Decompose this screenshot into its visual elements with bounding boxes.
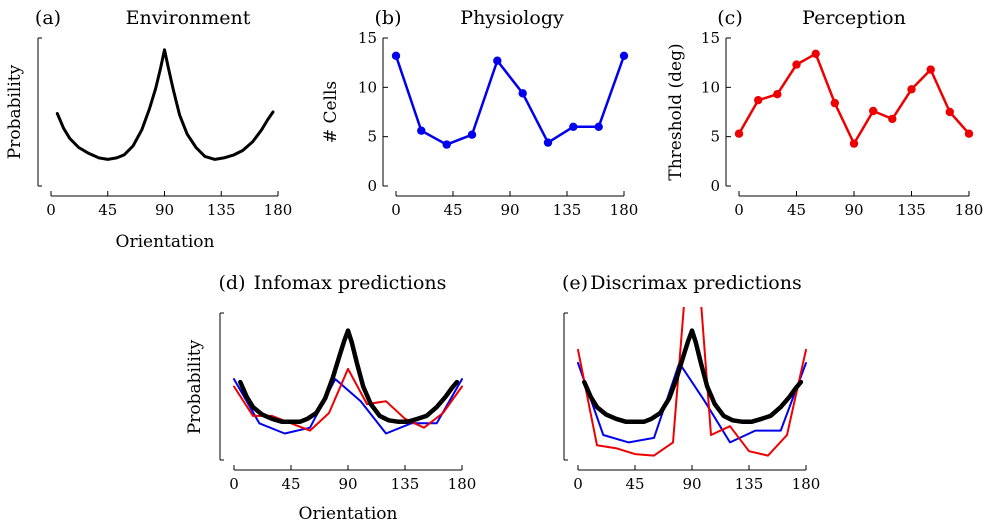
- x-tick-label: 135: [391, 475, 420, 493]
- panel-d: (d) Infomax predictions 0 45 90 135 180 Orienta…: [185, 272, 476, 524]
- data-point: [964, 129, 974, 138]
- panel-title: Environment: [126, 7, 251, 29]
- x-tick-label: 135: [207, 201, 236, 219]
- series-group: [55, 48, 275, 161]
- data-point: [467, 130, 477, 139]
- x-tick-label: 0: [573, 475, 583, 493]
- y-tick-label: 10: [701, 78, 720, 96]
- x-tick-label: 135: [897, 201, 926, 219]
- data-point: [619, 51, 629, 60]
- x-axis-label: Orientation: [116, 232, 215, 252]
- data-point: [811, 49, 820, 58]
- x-tick-label: 180: [264, 201, 293, 219]
- series-line: [238, 328, 460, 425]
- x-axis-label: Orientation: [299, 504, 398, 524]
- y-tick-label: 15: [358, 29, 377, 47]
- x-tick-label: 135: [735, 475, 764, 493]
- data-point: [594, 122, 603, 131]
- series-line: [737, 52, 971, 145]
- x-tick-label: 45: [787, 201, 806, 219]
- x-tick-label: 180: [955, 201, 984, 219]
- series-line: [582, 328, 804, 425]
- data-point: [493, 56, 502, 65]
- series-line: [394, 54, 626, 146]
- series-line: [577, 307, 807, 457]
- data-point: [569, 122, 578, 131]
- panel-title: Perception: [802, 7, 906, 29]
- data-point: [543, 138, 553, 147]
- y-tick-label: 10: [358, 78, 377, 96]
- panel-title: Physiology: [460, 7, 564, 29]
- y-tick-label: 0: [367, 177, 377, 195]
- data-point: [869, 106, 878, 116]
- data-point: [391, 51, 401, 60]
- data-point: [734, 129, 744, 138]
- data-point: [907, 85, 916, 94]
- x-tick-label: 45: [625, 475, 644, 493]
- y-tick-label: 0: [710, 177, 720, 195]
- data-point: [417, 126, 426, 135]
- x-tick-label: 180: [792, 475, 821, 493]
- series-line: [55, 48, 275, 161]
- x-tick-label: 90: [844, 201, 863, 219]
- data-point: [773, 90, 782, 99]
- series-group: [577, 307, 807, 457]
- x-tick-label: 90: [338, 475, 357, 493]
- series-group: [734, 49, 974, 148]
- panel-label: (d): [219, 272, 246, 294]
- y-tick-label: 5: [710, 128, 720, 146]
- data-point: [792, 60, 801, 69]
- x-tick-label: 180: [448, 475, 477, 493]
- y-axis-label: Probability: [185, 339, 205, 434]
- x-tick-label: 0: [734, 201, 744, 219]
- data-point: [754, 96, 763, 105]
- x-tick-label: 90: [500, 201, 519, 219]
- series-group: [391, 51, 629, 149]
- panel-label: (c): [717, 7, 742, 29]
- x-tick-label: 45: [281, 475, 300, 493]
- data-point: [926, 65, 935, 74]
- y-axis-label: # Cells: [321, 81, 341, 143]
- panel-title: Infomax predictions: [254, 272, 447, 294]
- y-tick-label: 15: [701, 29, 720, 47]
- x-tick-label: 45: [98, 201, 117, 219]
- panel-label: (b): [375, 7, 402, 29]
- x-tick-label: 0: [46, 201, 56, 219]
- panel-c: (c) Perception 0 5 10 15 0 45 90 135 180 Threshold …: [666, 7, 983, 219]
- y-axis-label: Threshold (deg): [666, 43, 686, 180]
- panel-label: (a): [35, 7, 61, 29]
- data-point: [888, 114, 897, 124]
- panel-title: Discrimax predictions: [590, 272, 801, 294]
- panel-label: (e): [562, 272, 588, 294]
- x-tick-label: 0: [391, 201, 401, 219]
- series-line: [233, 378, 463, 435]
- x-tick-label: 45: [443, 201, 462, 219]
- data-point: [518, 89, 527, 98]
- x-tick-label: 0: [229, 475, 239, 493]
- data-point: [442, 140, 451, 149]
- x-tick-label: 180: [610, 201, 639, 219]
- x-tick-label: 90: [155, 201, 174, 219]
- series-line: [577, 362, 807, 444]
- data-point: [849, 139, 859, 148]
- series-line: [233, 367, 463, 432]
- data-point: [945, 107, 954, 117]
- panel-b: (b) Physiology 0 5 10 15 0 45 90 135 180 # Cells: [321, 7, 638, 219]
- x-tick-label: 135: [553, 201, 582, 219]
- panel-a: (a) Environment 0 45 90 135 180 Orientation Prob…: [5, 7, 292, 252]
- panel-e: (e) Discrimax predictions 0 45 90 135 180: [562, 272, 820, 493]
- data-point: [830, 98, 839, 108]
- series-group: [233, 328, 463, 435]
- y-axis-label: Probability: [5, 64, 25, 159]
- x-tick-label: 90: [682, 475, 701, 493]
- y-tick-label: 5: [367, 128, 377, 146]
